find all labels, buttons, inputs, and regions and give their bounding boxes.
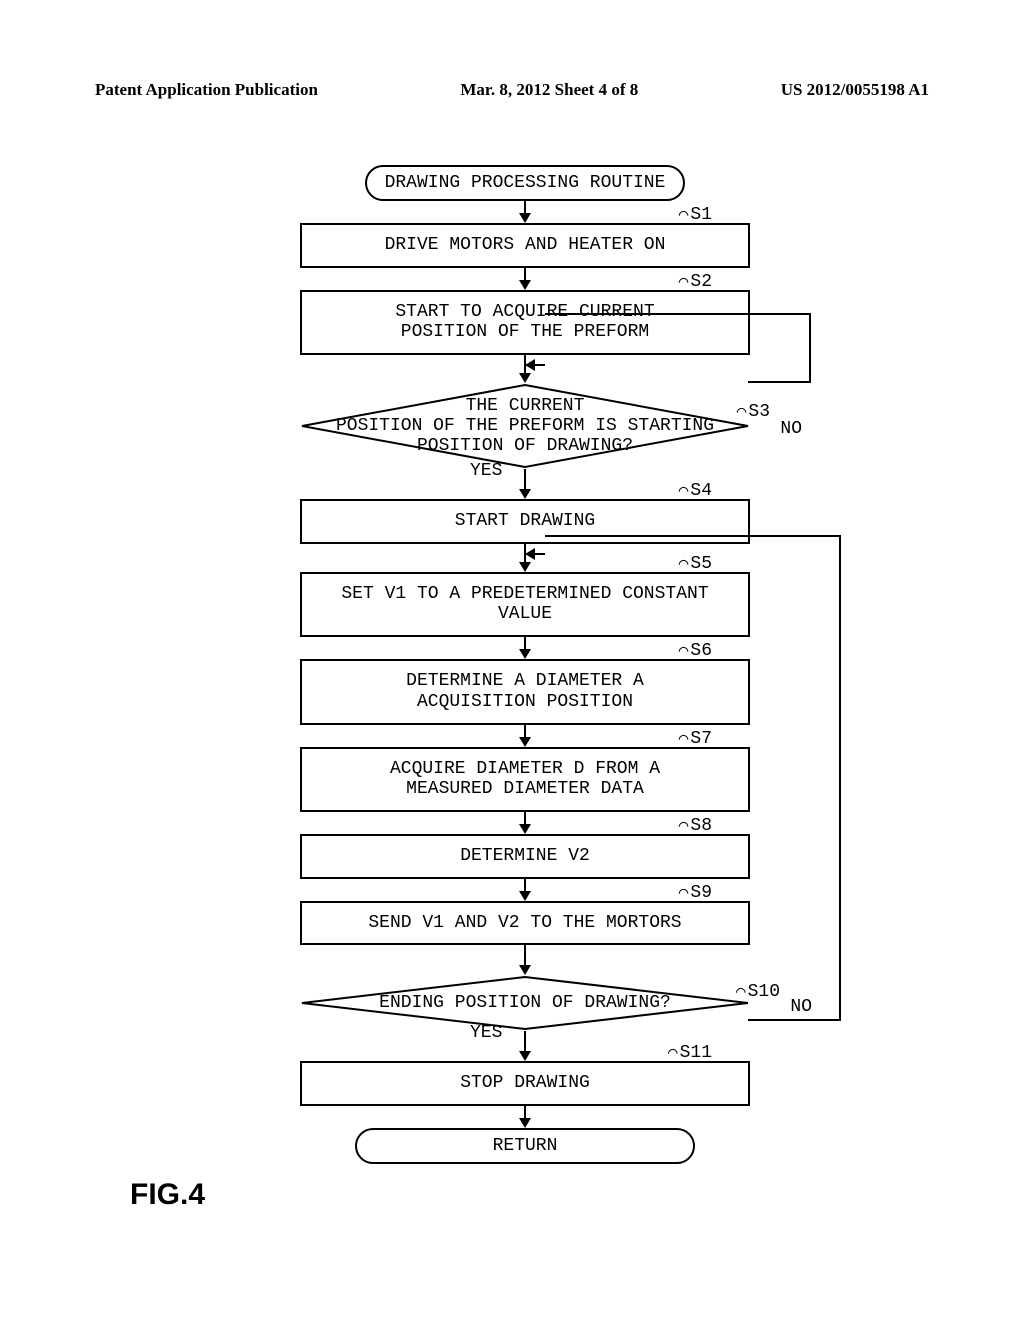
page-header: Patent Application Publication Mar. 8, 2… (95, 80, 929, 100)
process-s8: ⌒S8 DETERMINE V2 (300, 834, 750, 879)
process-s2-text: START TO ACQUIRE CURRENT POSITION OF THE… (395, 302, 654, 343)
step-label-s11: ⌒S11 (668, 1043, 712, 1064)
process-s2: ⌒S2 START TO ACQUIRE CURRENT POSITION OF… (300, 290, 750, 355)
process-s8-text: DETERMINE V2 (460, 846, 590, 866)
process-s5-text: SET V1 TO A PREDETERMINED CONSTANT VALUE (341, 584, 708, 625)
step-label-s9: ⌒S9 (679, 883, 712, 904)
header-right: US 2012/0055198 A1 (781, 80, 929, 100)
terminator-start-text: DRAWING PROCESSING ROUTINE (385, 173, 666, 193)
step-label-s7: ⌒S7 (679, 729, 712, 750)
decision-s3: ⌒S3 NO THE CURRENT POSITION OF THE PREFO… (300, 383, 750, 469)
process-s1-text: DRIVE MOTORS AND HEATER ON (385, 235, 666, 255)
process-s6-text: DETERMINE A DIAMETER A ACQUISITION POSIT… (406, 671, 644, 712)
arrow (300, 945, 750, 975)
branch-no-s3: NO (780, 419, 802, 439)
process-s5: ⌒S5 SET V1 TO A PREDETERMINED CONSTANT V… (300, 572, 750, 637)
process-s4-text: START DRAWING (455, 511, 595, 531)
branch-no-s10: NO (790, 997, 812, 1017)
process-s4: ⌒S4 START DRAWING (300, 499, 750, 544)
process-s9-text: SEND V1 AND V2 TO THE MORTORS (368, 913, 681, 933)
process-s6: ⌒S6 DETERMINE A DIAMETER A ACQUISITION P… (300, 659, 750, 724)
decision-s10-text: ENDING POSITION OF DRAWING? (300, 993, 750, 1013)
step-label-s5: ⌒S5 (679, 554, 712, 575)
step-label-s4: ⌒S4 (679, 481, 712, 502)
flowchart: DRAWING PROCESSING ROUTINE ⌒S1 DRIVE MOT… (300, 165, 750, 1164)
decision-s3-text: THE CURRENT POSITION OF THE PREFORM IS S… (300, 396, 750, 456)
process-s1: ⌒S1 DRIVE MOTORS AND HEATER ON (300, 223, 750, 268)
header-left: Patent Application Publication (95, 80, 318, 100)
arrow (300, 1106, 750, 1128)
step-label-s6: ⌒S6 (679, 641, 712, 662)
terminator-start: DRAWING PROCESSING ROUTINE (365, 165, 685, 201)
process-s7-text: ACQUIRE DIAMETER D FROM A MEASURED DIAME… (390, 759, 660, 800)
step-label-s1: ⌒S1 (679, 205, 712, 226)
process-s7: ⌒S7 ACQUIRE DIAMETER D FROM A MEASURED D… (300, 747, 750, 812)
step-label-s2: ⌒S2 (679, 272, 712, 293)
arrow-merge-s3 (300, 355, 750, 383)
process-s11-text: STOP DRAWING (460, 1073, 590, 1093)
header-mid: Mar. 8, 2012 Sheet 4 of 8 (460, 80, 638, 100)
terminator-return: RETURN (355, 1128, 695, 1164)
terminator-return-text: RETURN (493, 1136, 558, 1156)
step-label-s8: ⌒S8 (679, 816, 712, 837)
process-s11: ⌒S11 STOP DRAWING (300, 1061, 750, 1106)
process-s9: ⌒S9 SEND V1 AND V2 TO THE MORTORS (300, 901, 750, 946)
decision-s10: ⌒S10 NO ENDING POSITION OF DRAWING? (300, 975, 750, 1031)
figure-label: FIG.4 (130, 1178, 205, 1212)
